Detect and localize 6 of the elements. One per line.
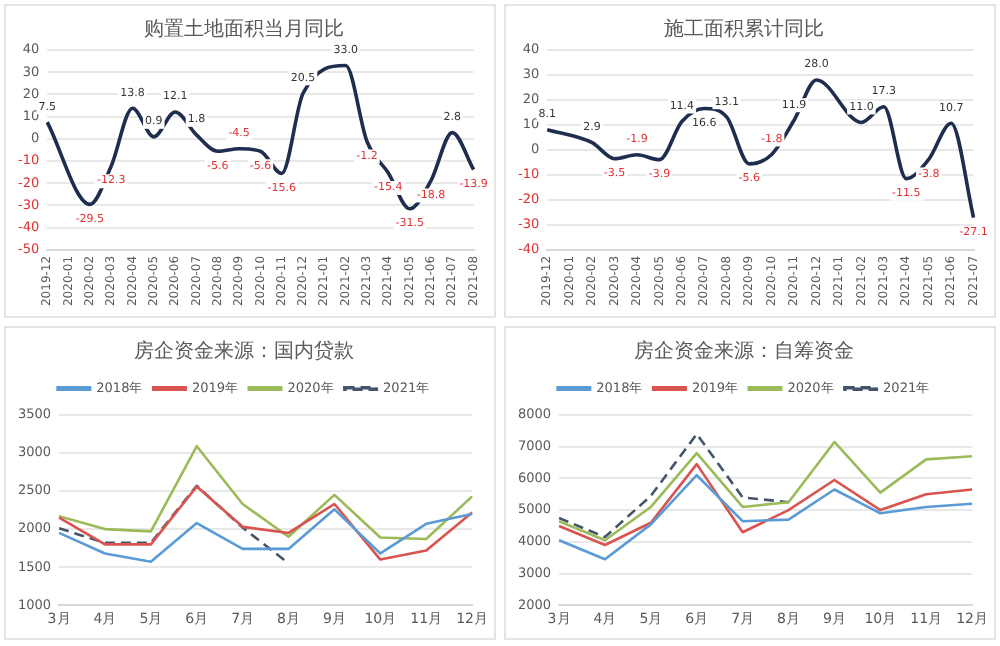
line-series — [557, 432, 790, 539]
chart-title: 房企资金来源：国内贷款 — [134, 339, 354, 364]
chart-title: 施工面积累计同比 — [664, 17, 824, 42]
chart-title: 房企资金来源：自筹资金 — [634, 339, 854, 364]
chart-title: 购置土地面积当月同比 — [144, 17, 344, 42]
line-series — [57, 484, 290, 565]
